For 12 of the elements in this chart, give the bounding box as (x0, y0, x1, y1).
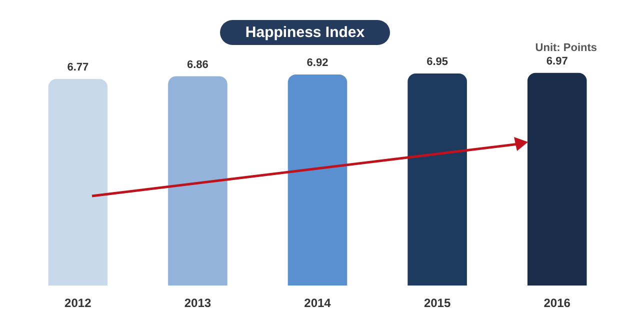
text: Unit: Points (535, 42, 597, 54)
data-label: 6.95 (426, 56, 448, 68)
data-label: 6.77 (67, 62, 89, 74)
x-tick-label: 2012 (64, 296, 92, 310)
x-tick-label: 2013 (184, 296, 212, 310)
x-tick-label: 2016 (544, 296, 571, 310)
chart-title: Happiness Index (220, 20, 390, 45)
data-label: 6.97 (546, 55, 568, 68)
data-label: 6.86 (186, 58, 208, 71)
x-tick-label: 2015 (424, 296, 451, 310)
data-label: 6.92 (306, 56, 328, 69)
x-tick-label: 2014 (304, 296, 332, 310)
